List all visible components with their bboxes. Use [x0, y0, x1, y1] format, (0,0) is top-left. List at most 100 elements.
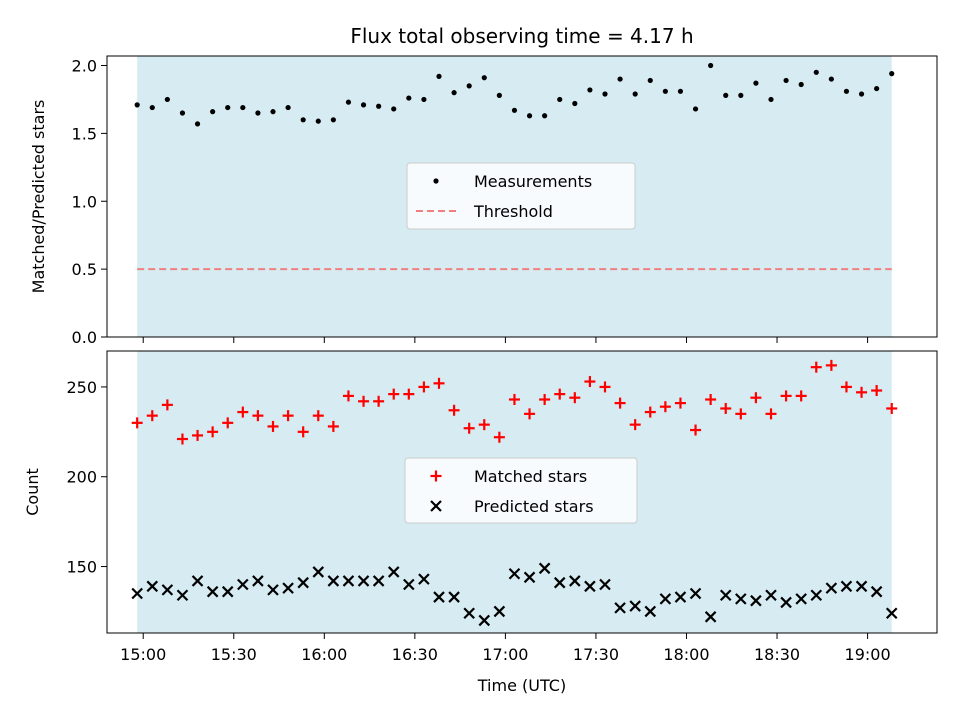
legend-x-symbol: [430, 500, 442, 512]
matched-star-marker: [569, 392, 581, 404]
measurement-point: [602, 91, 608, 97]
x-tick-label: 16:00: [301, 645, 347, 664]
measurement-point: [677, 88, 684, 94]
matched-star-marker: [388, 388, 400, 400]
measurement-point: [587, 87, 593, 93]
predicted-star-marker: [387, 566, 400, 578]
matched-star-marker: [524, 408, 536, 420]
predicted-star-marker: [569, 575, 581, 587]
predicted-star-marker: [191, 575, 204, 587]
predicted-star-marker: [403, 578, 415, 591]
measurement-points: [134, 62, 895, 127]
predicted-star-marker: [840, 580, 853, 593]
measurement-point: [225, 104, 231, 111]
predicted-star-marker: [418, 573, 430, 585]
predicted-star-marker: [206, 585, 219, 598]
measurement-point: [164, 96, 170, 103]
matched-star-marker: [810, 361, 822, 373]
predicted-star-marker: [810, 589, 823, 602]
matched-star-marker: [508, 393, 520, 405]
matched-star-marker: [659, 401, 671, 413]
measurement-point: [421, 96, 427, 103]
predicted-star-markers: [131, 562, 898, 627]
measurement-point: [451, 90, 457, 96]
measurement-point: [315, 118, 321, 124]
predicted-star-marker: [870, 585, 883, 598]
measurement-point: [542, 113, 548, 119]
predicted-star-marker: [780, 596, 792, 609]
measurement-point: [858, 91, 865, 97]
legend-dot-symbol: [433, 178, 439, 184]
measurement-point: [738, 92, 744, 98]
matched-star-marker: [690, 424, 702, 436]
predicted-star-marker: [704, 611, 717, 623]
predicted-star-marker: [312, 566, 325, 578]
x-axis-ticks: [142, 337, 869, 343]
predicted-star-marker: [252, 575, 264, 587]
measurement-point: [149, 104, 155, 111]
matched-star-marker: [252, 410, 264, 422]
y-axis-ticks: 150 200 250: [66, 378, 107, 577]
measurement-point: [466, 83, 472, 89]
measurement-point: [481, 75, 487, 81]
predicted-star-marker: [885, 607, 898, 620]
measurement-point: [255, 110, 261, 116]
measurement-point: [798, 81, 804, 88]
measurement-point: [194, 121, 201, 127]
legend: Measurements Threshold: [406, 162, 636, 230]
predicted-star-marker: [372, 575, 385, 587]
measurement-point: [723, 92, 729, 98]
predicted-star-marker: [553, 576, 566, 589]
x-tick-label: 17:00: [482, 645, 528, 664]
predicted-star-marker: [644, 605, 657, 618]
matched-star-marker: [373, 395, 385, 407]
matched-star-marker: [463, 422, 475, 434]
matched-star-marker: [146, 410, 158, 422]
legend-label-measurements: Measurements: [474, 172, 592, 191]
measurement-point: [406, 95, 412, 101]
legend-x-marker: [430, 500, 442, 512]
matched-star-marker: [418, 381, 430, 393]
plot-area-frame: [106, 55, 938, 338]
matched-star-marker: [312, 410, 324, 422]
measurement-point: [270, 109, 276, 115]
matched-star-marker: [448, 404, 460, 416]
measurement-point: [511, 107, 518, 113]
legend-box: [406, 162, 636, 230]
matched-star-marker: [856, 386, 868, 398]
legend-label-threshold: Threshold: [473, 202, 553, 221]
measurement-point: [708, 62, 714, 69]
measurement-point: [662, 88, 668, 94]
measurement-point: [753, 80, 759, 86]
predicted-star-marker: [433, 591, 445, 603]
matched-star-marker: [161, 399, 173, 411]
measurement-point: [391, 106, 397, 112]
predicted-star-marker: [689, 587, 702, 600]
x-tick-label: 19:00: [845, 645, 891, 664]
measurement-point: [768, 96, 774, 103]
predicted-star-marker: [267, 584, 279, 596]
predicted-star-marker: [161, 584, 174, 596]
matched-star-marker: [403, 388, 415, 400]
legend-label-matched-stars: Matched stars: [474, 467, 587, 486]
measurement-point: [285, 104, 291, 111]
predicted-star-marker: [342, 575, 355, 587]
predicted-star-marker: [599, 578, 611, 591]
y-tick-label: 2.0: [72, 57, 97, 76]
matched-star-marker: [433, 377, 445, 389]
predicted-star-marker: [795, 593, 807, 605]
predicted-star-marker: [855, 580, 868, 593]
matched-star-marker: [327, 420, 339, 432]
matched-star-marker: [237, 406, 249, 418]
predicted-star-marker: [327, 575, 340, 587]
y-tick-label: 150: [66, 558, 97, 577]
x-tick-label: 18:30: [754, 645, 800, 664]
predicted-star-marker: [448, 591, 460, 603]
y-tick-label: 0.0: [72, 328, 97, 347]
legend-label-predicted-stars: Predicted stars: [474, 497, 594, 516]
measurement-point: [843, 88, 850, 94]
matched-star-marker: [674, 397, 686, 409]
measurement-point: [889, 71, 895, 77]
measurement-point: [436, 73, 442, 79]
